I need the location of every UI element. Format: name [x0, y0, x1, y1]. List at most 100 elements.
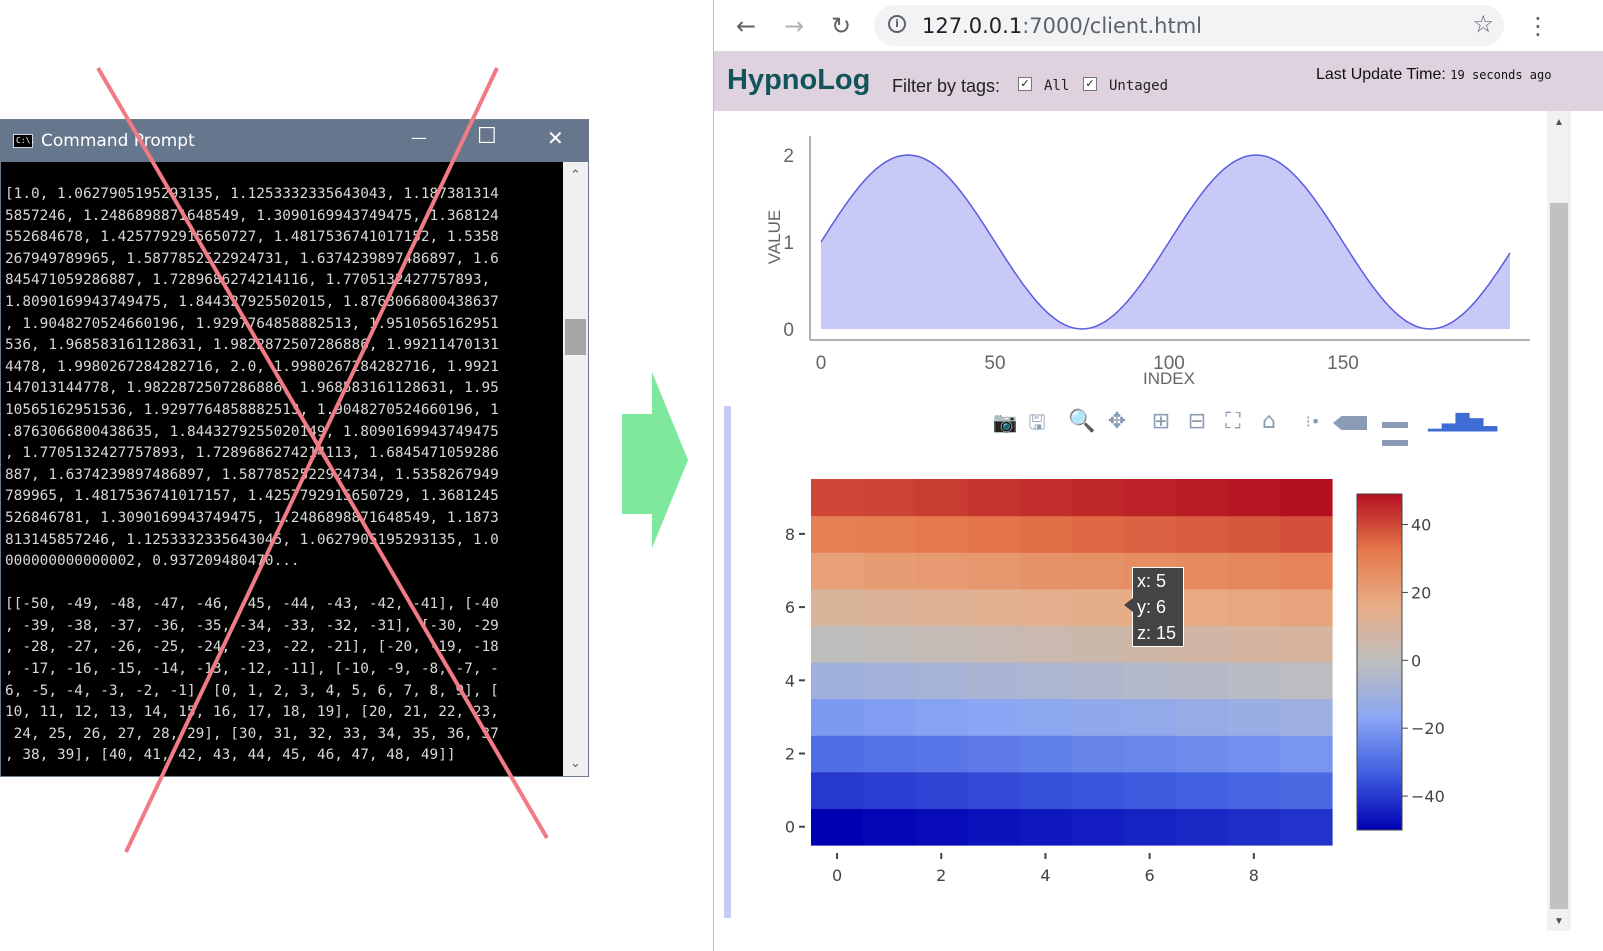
reset-axes-icon[interactable]: ⌂: [1262, 409, 1276, 434]
hover-compare-icon[interactable]: [1380, 407, 1410, 446]
scroll-down-icon[interactable]: ⌄: [570, 755, 581, 770]
heatmap-cell: [863, 771, 916, 809]
heatmap-cell: [863, 588, 916, 626]
plotly-logo-icon[interactable]: ▁▃▇▅▂: [1428, 411, 1498, 432]
back-arrow-icon: ←: [735, 12, 757, 40]
heatmap-cell: [811, 625, 864, 663]
colorbar-tick-label: −40: [1411, 787, 1445, 806]
heatmap-cell: [1227, 771, 1281, 809]
pan-icon[interactable]: ✥: [1107, 409, 1127, 434]
colorbar: [1356, 493, 1403, 831]
cmd-title-bar[interactable]: C:\. Command Prompt — ☐ ✕: [1, 120, 588, 162]
y-tick-label: 2: [783, 146, 794, 167]
back-button[interactable]: ←: [730, 10, 762, 42]
console-line: 536, 1.968583161128631, 1.98228725072868…: [5, 337, 499, 354]
heatmap-cell: [1175, 735, 1229, 773]
filter-label: Filter by tags:: [892, 76, 1001, 96]
tag-untaged-checkbox[interactable]: ✓: [1083, 77, 1097, 91]
heatmap-cell: [811, 515, 864, 553]
scroll-up-icon[interactable]: ⌃: [570, 167, 581, 182]
heatmap-cell: [915, 552, 968, 590]
heatmap-cell: [1227, 735, 1281, 773]
console-output: [1.0, 1.0627905195293135, 1.125333233564…: [5, 184, 561, 774]
heatmap-cell: [915, 479, 968, 517]
close-button[interactable]: ✕: [535, 120, 581, 162]
log-entry-accent-bar: [724, 406, 731, 918]
browser-toolbar: ← → ↻ i 127.0.0.1:7000/client.html ☆ ⋮: [714, 0, 1603, 52]
zoom-icon[interactable]: 🔍: [1068, 409, 1096, 434]
tooltip-z: z: 15: [1137, 623, 1177, 643]
save-icon[interactable]: 🖫: [1028, 410, 1046, 434]
heatmap-cell: [915, 808, 968, 846]
heatmap-cell: [1123, 662, 1177, 700]
heatmap-cell: [863, 808, 916, 846]
y-tick-label: 0: [783, 320, 794, 341]
page-scrollbar[interactable]: ▲ ▼: [1547, 111, 1571, 931]
spike-lines-icon[interactable]: ⁝•: [1305, 412, 1321, 431]
maximize-button[interactable]: ☐: [467, 120, 513, 162]
heatmap-cell: [1071, 588, 1125, 626]
colorbar-tick-label: −20: [1411, 719, 1445, 738]
console-line: 813145857246, 1.1253332335643045, 1.0627…: [5, 531, 499, 548]
heatmap-cell: [967, 515, 1020, 553]
console-line: 6, -5, -4, -3, -2, -1], [0, 1, 2, 3, 4, …: [5, 682, 499, 699]
heatmap-chart: 0 0 2 2 4 4 6 6 8 8 40 20 0 −20 −40: [785, 479, 1445, 885]
heatmap-cell: [1071, 808, 1125, 846]
area-chart: 0 50 100 150 0 1 2 INDEX VALUE: [765, 136, 1530, 388]
cmd-app-icon: C:\.: [13, 134, 35, 148]
tag-all-checkbox[interactable]: ✓: [1018, 77, 1032, 91]
heatmap-cell: [1071, 625, 1125, 663]
heatmap-cell: [1019, 808, 1073, 846]
plot-modebar: 📷 🖫 🔍 ✥ ⊞ ⊟ ⛶ ⌂ ⁝• ▁▃▇▅▂: [992, 407, 1498, 446]
heatmap-cell: [1019, 735, 1073, 773]
heatmap-cell: [863, 479, 916, 517]
console-line: 1.8090169943749475, 1.844327925502015, 1…: [5, 293, 499, 310]
browser-menu-icon[interactable]: ⋮: [1526, 12, 1550, 40]
heatmap-cell: [915, 698, 968, 736]
heatmap-cell: [915, 588, 968, 626]
forward-button[interactable]: →: [778, 10, 810, 42]
console-line: , 38, 39], [40, 41, 42, 43, 44, 45, 46, …: [5, 747, 456, 764]
tag-untaged-label: Untaged: [1109, 78, 1169, 94]
heatmap-cell: [967, 479, 1020, 517]
y-tick-label: 6: [785, 598, 795, 617]
heatmap-cell: [863, 662, 916, 700]
zoom-in-icon[interactable]: ⊞: [1151, 409, 1171, 434]
heatmap-cell: [1175, 808, 1229, 846]
cmd-scroll-thumb[interactable]: [565, 319, 586, 355]
heatmap-cell: [1279, 552, 1333, 590]
console-line: 10, 11, 12, 13, 14, 15, 16, 17, 18, 19],…: [5, 704, 499, 721]
heatmap-cell: [811, 698, 864, 736]
heatmap-cell: [1019, 515, 1073, 553]
heatmap-cell: [1175, 698, 1229, 736]
url-text[interactable]: 127.0.0.1:7000/client.html: [922, 14, 1202, 38]
heatmap-cell: [811, 479, 864, 517]
heatmap-cell: [1227, 698, 1281, 736]
minimize-button[interactable]: —: [397, 120, 443, 162]
scroll-up-icon[interactable]: ▲: [1554, 117, 1564, 128]
scroll-down-icon[interactable]: ▼: [1554, 916, 1564, 927]
heatmap-cell: [1279, 771, 1333, 809]
page-scroll-thumb[interactable]: [1550, 203, 1568, 909]
address-bar[interactable]: i 127.0.0.1:7000/client.html ☆: [874, 5, 1504, 46]
console-line: 24, 25, 26, 27, 28, 29], [30, 31, 32, 33…: [5, 725, 499, 742]
heatmap-cell: [811, 771, 864, 809]
autoscale-icon[interactable]: ⛶: [1225, 409, 1241, 434]
info-icon[interactable]: i: [888, 15, 906, 33]
y-tick-label: 0: [785, 818, 795, 837]
x-tick-label: 0: [832, 866, 842, 885]
cmd-scrollbar[interactable]: ⌃ ⌄: [563, 162, 588, 776]
cross-line: [124, 67, 499, 853]
camera-icon[interactable]: 📷: [992, 410, 1018, 434]
zoom-out-icon[interactable]: ⊟: [1187, 409, 1207, 434]
bookmark-star-icon[interactable]: ☆: [1472, 10, 1494, 38]
heatmap-cell: [967, 625, 1020, 663]
heatmap-cell: [1175, 588, 1229, 626]
heatmap-cell: [1227, 479, 1281, 517]
reload-button[interactable]: ↻: [825, 10, 857, 42]
heatmap-cell: [967, 808, 1020, 846]
heatmap-cell: [967, 735, 1020, 773]
heatmap-cell: [1279, 698, 1333, 736]
hover-closest-icon[interactable]: [1330, 407, 1370, 437]
